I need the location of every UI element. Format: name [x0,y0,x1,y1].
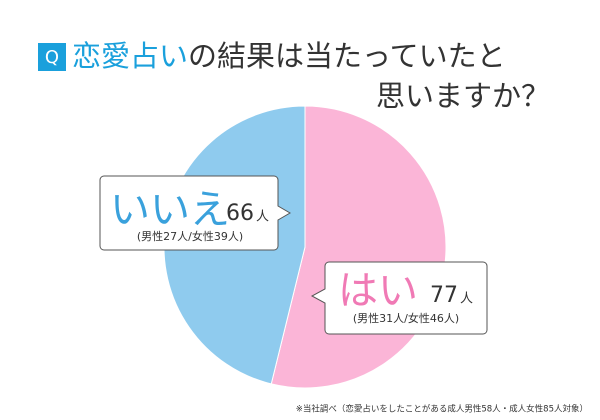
value-label: 66 [226,201,254,226]
callout-box [99,175,291,251]
title-highlight: 恋愛占い [72,39,188,73]
breakdown-label: (男性27人/女性39人) [137,229,243,243]
callout-box [310,261,488,335]
title-line1: の結果は当たっていたと [188,39,506,73]
category-label: はい [338,268,418,314]
q-badge: Q [45,47,59,68]
title-line2: 思いますか？ [376,79,550,113]
footnote: ※当社調べ（恋愛占いをしたことがある成人男性58人・成人女性85人対象） [296,404,588,415]
unit-label: 人 [256,210,269,225]
category-label: いいえ [110,187,230,233]
title: 恋愛占いの結果は当たっていたと [72,39,506,73]
value-label: 77 [430,283,458,308]
unit-label: 人 [460,292,473,307]
q-badge-box [38,43,66,71]
breakdown-label: (男性31人/女性46人) [353,311,459,325]
